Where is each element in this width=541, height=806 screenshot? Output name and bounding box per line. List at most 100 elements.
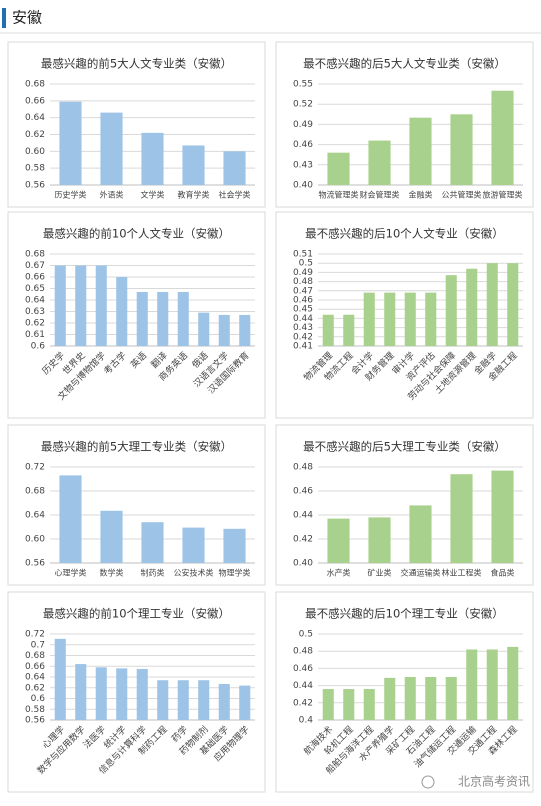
bar xyxy=(491,470,514,563)
y-tick-label: 0.67 xyxy=(25,261,45,271)
bar xyxy=(486,649,498,720)
x-tick-label: 矿业类 xyxy=(368,568,392,578)
bar xyxy=(466,268,478,346)
bar xyxy=(157,680,169,720)
y-tick-label: 0.44 xyxy=(293,681,313,691)
x-tick-label: 教育学类 xyxy=(178,190,210,200)
x-tick-label: 财会管理类 xyxy=(360,190,400,200)
bar xyxy=(141,132,164,185)
y-tick-label: 0.46 xyxy=(293,664,313,674)
y-tick-label: 0.7 xyxy=(31,640,45,650)
bar xyxy=(327,518,350,563)
panel xyxy=(7,41,266,208)
x-tick-label: 历史学类 xyxy=(55,190,87,200)
bar xyxy=(322,314,334,346)
bar xyxy=(404,292,416,346)
bar xyxy=(95,265,107,346)
bar xyxy=(327,152,350,185)
bar xyxy=(343,689,355,720)
y-tick-label: 0.42 xyxy=(293,332,313,342)
chart-title: 最感兴趣的前10个人文专业（安徽） xyxy=(43,227,230,241)
bar xyxy=(491,90,514,185)
y-tick-label: 0.64 xyxy=(25,113,45,123)
bar xyxy=(95,667,107,720)
y-tick-label: 0.46 xyxy=(293,140,313,150)
y-tick-label: 0.6 xyxy=(31,694,46,704)
y-tick-label: 0.68 xyxy=(25,487,45,497)
bar xyxy=(368,140,391,185)
y-tick-label: 0.42 xyxy=(293,535,313,545)
y-tick-label: 0.5 xyxy=(299,630,313,640)
bar xyxy=(409,117,432,185)
y-tick-label: 0.64 xyxy=(25,511,45,521)
bar xyxy=(445,677,457,720)
y-tick-label: 0.63 xyxy=(25,307,45,317)
y-tick-label: 0.60 xyxy=(25,535,45,545)
y-tick-label: 0.68 xyxy=(25,80,45,90)
y-tick-label: 0.55 xyxy=(293,80,313,90)
y-tick-label: 0.66 xyxy=(25,96,45,106)
y-tick-label: 0.56 xyxy=(25,181,45,191)
x-tick-label: 旅游管理类 xyxy=(483,190,523,200)
bar xyxy=(59,475,82,563)
y-tick-label: 0.52 xyxy=(293,100,313,110)
bar xyxy=(182,145,205,185)
y-tick-label: 0.62 xyxy=(25,319,45,329)
panel xyxy=(7,424,266,586)
y-tick-label: 0.49 xyxy=(293,120,313,130)
y-tick-label: 0.61 xyxy=(25,330,45,340)
y-tick-label: 0.58 xyxy=(25,705,45,715)
bar xyxy=(177,291,189,346)
chart-title: 最感兴趣的前10个理工专业（安徽） xyxy=(43,607,230,621)
x-tick-label: 林业工程类 xyxy=(442,568,482,578)
chart-title: 最不感兴趣的后10个理工专业（安徽） xyxy=(305,607,504,621)
bar xyxy=(54,638,66,720)
bar xyxy=(450,474,473,563)
y-tick-label: 0.56 xyxy=(25,559,45,569)
y-tick-label: 0.68 xyxy=(25,651,45,661)
x-tick-label: 外语类 xyxy=(100,190,124,200)
x-tick-label: 物理学类 xyxy=(219,568,251,578)
x-tick-label: 金融类 xyxy=(409,190,433,200)
bar xyxy=(507,263,519,346)
y-tick-label: 0.40 xyxy=(293,559,313,569)
bar xyxy=(116,668,128,720)
bar xyxy=(223,528,246,563)
x-tick-label: 食品类 xyxy=(491,568,515,578)
bar xyxy=(136,291,148,346)
chart-title: 最不感兴趣的后5大人文专业类（安徽） xyxy=(303,57,506,71)
chart-title: 最不感兴趣的后5大理工专业类（安徽） xyxy=(303,440,506,454)
bar xyxy=(177,680,189,720)
bar xyxy=(59,101,82,185)
y-tick-label: 0.66 xyxy=(25,662,45,672)
bar xyxy=(141,522,164,563)
bar xyxy=(507,646,519,720)
x-tick-label: 公安技术类 xyxy=(174,568,214,578)
bar xyxy=(363,689,375,720)
y-tick-label: 0.56 xyxy=(25,716,45,726)
panel xyxy=(275,424,534,586)
y-tick-label: 0.45 xyxy=(293,305,313,315)
bar xyxy=(100,510,123,563)
bar xyxy=(239,314,251,346)
bar xyxy=(198,312,210,346)
watermark: 北京高考资讯 xyxy=(458,774,530,789)
bar xyxy=(54,265,66,346)
bar xyxy=(223,151,246,185)
y-tick-label: 0.47 xyxy=(293,286,313,296)
bar xyxy=(409,505,432,563)
y-tick-label: 0.51 xyxy=(293,250,313,260)
y-tick-label: 0.58 xyxy=(25,164,45,174)
bar xyxy=(136,668,148,720)
watermark-icon xyxy=(421,775,435,789)
y-tick-label: 0.46 xyxy=(293,487,313,497)
x-tick-label: 公共管理类 xyxy=(442,190,482,200)
y-tick-label: 0.72 xyxy=(25,463,45,473)
y-tick-label: 0.72 xyxy=(25,630,45,640)
bar xyxy=(450,114,473,185)
y-tick-label: 0.43 xyxy=(293,160,313,170)
bar xyxy=(239,685,251,720)
y-tick-label: 0.62 xyxy=(25,683,45,693)
y-tick-label: 0.43 xyxy=(293,323,313,333)
y-tick-label: 0.5 xyxy=(299,259,313,269)
